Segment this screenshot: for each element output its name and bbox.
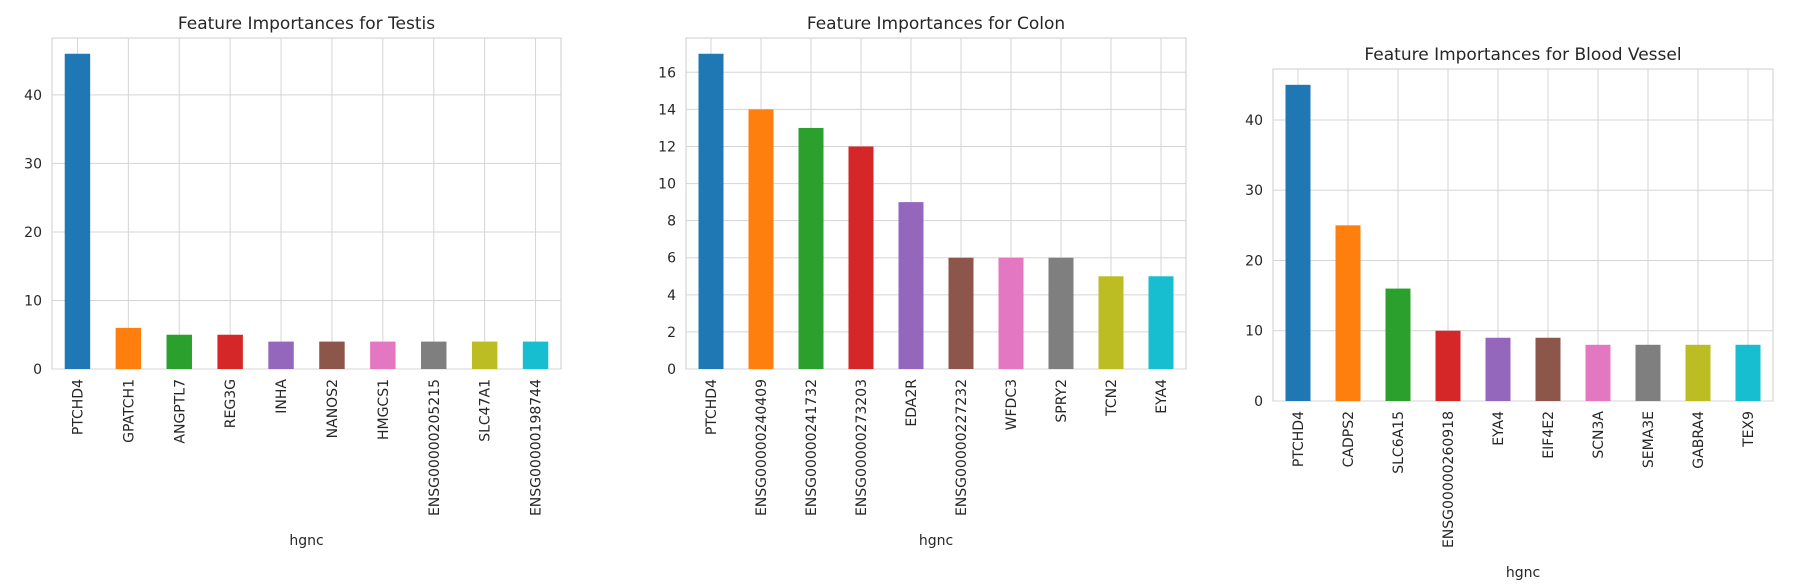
x-tick-label: ENSG00000260918	[1441, 411, 1457, 548]
y-tick-label: 8	[667, 214, 676, 230]
bar-reg3g	[217, 334, 243, 369]
bar-hmgcs1	[370, 341, 396, 369]
chart-blood-vessel: 0 10 20 30 40 PTCHD4 CADPS2 SLC6A15 ENSG00000260…	[1245, 45, 1774, 581]
y-tick-label: 40	[24, 88, 42, 104]
x-tick-label: PTCHD4	[704, 379, 720, 435]
bar-eya4	[1485, 337, 1511, 401]
chart-colon: 0 2 4 6 8 10 12 14 16 PTCHD4 ENSG00000240409 ENSG00…	[658, 14, 1187, 549]
y-tick-label: 2	[667, 325, 676, 341]
x-tick-label: PTCHD4	[1291, 411, 1307, 467]
x-tick-label: SPRY2	[1054, 379, 1070, 423]
bar-ensg00000227232	[948, 257, 974, 369]
bar-ensg00000241732	[798, 127, 824, 369]
x-tick-label: NANOS2	[325, 379, 341, 438]
bar-ensg00000198744	[522, 341, 549, 369]
bar-ensg00000260918	[1435, 330, 1461, 401]
y-tick-label: 20	[24, 225, 42, 241]
bar-ptchd4	[698, 53, 724, 370]
y-tick-label: 40	[1245, 113, 1263, 129]
x-tick-label: GABRA4	[1691, 411, 1707, 469]
x-tick-label: EIF4E2	[1541, 411, 1557, 459]
bar-nanos2	[319, 341, 345, 369]
x-tick-label: SCN3A	[1591, 411, 1607, 459]
x-tick-label: HMGCS1	[376, 379, 392, 440]
chart-title: Feature Importances for Colon	[807, 14, 1065, 34]
chart-testis: 0 10 20 30 40 PTCHD4 GPATCH1 ANGPTL7 REG3G INHA NA…	[24, 14, 562, 549]
x-tick-label: ENSG00000205215	[427, 379, 443, 516]
bar-ptchd4	[1285, 84, 1311, 402]
bar-eya4	[1148, 276, 1174, 369]
bar-slc6a15	[1385, 288, 1411, 401]
bar-cadps2	[1335, 225, 1361, 401]
y-tick-label: 0	[33, 362, 42, 378]
x-tick-label: ENSG00000198744	[529, 379, 545, 516]
x-tick-label: EYA4	[1491, 411, 1507, 446]
y-tick-label: 14	[658, 102, 676, 118]
x-tick-label: TCN2	[1104, 379, 1120, 417]
y-tick-label: 0	[667, 362, 676, 378]
y-tick-label: 10	[1245, 324, 1263, 340]
bar-wfdc3	[998, 257, 1024, 369]
y-tick-label: 6	[667, 251, 676, 267]
y-tick-label: 0	[1254, 394, 1263, 410]
bar-ptchd4	[64, 53, 91, 370]
y-tick-label: 12	[658, 139, 676, 155]
x-tick-label: GPATCH1	[121, 379, 137, 443]
chart-title: Feature Importances for Blood Vessel	[1364, 45, 1681, 65]
y-tick-label: 10	[658, 177, 676, 193]
x-tick-label: EYA4	[1154, 379, 1170, 414]
bar-ensg00000273203	[848, 146, 874, 369]
x-tick-label: ENSG00000273203	[854, 379, 870, 516]
x-tick-label: WFDC3	[1004, 379, 1020, 430]
x-tick-label: TEX9	[1741, 411, 1757, 448]
bar-slc47a1	[471, 341, 498, 369]
bar-sema3e	[1635, 344, 1661, 401]
y-tick-label: 30	[24, 156, 42, 172]
y-tick-label: 30	[1245, 183, 1263, 199]
x-tick-label: SLC47A1	[478, 379, 494, 442]
bar-ensg00000240409	[748, 109, 774, 370]
y-tick-label: 20	[1245, 253, 1263, 269]
x-tick-label: REG3G	[223, 379, 239, 428]
x-tick-label: ENSG00000241732	[804, 379, 820, 516]
x-tick-label: ANGPTL7	[172, 379, 188, 444]
bar-tex9	[1735, 344, 1761, 401]
x-tick-label: CADPS2	[1341, 411, 1357, 467]
bar-tcn2	[1098, 276, 1124, 369]
bar-eda2r	[898, 202, 924, 369]
bar-angptl7	[166, 334, 192, 369]
bar-scn3a	[1585, 344, 1611, 401]
y-tick-label: 10	[24, 293, 42, 309]
x-axis-label: hgnc	[289, 533, 323, 549]
x-tick-label: ENSG00000227232	[954, 379, 970, 516]
x-tick-label: PTCHD4	[70, 379, 86, 435]
x-tick-label: EDA2R	[904, 379, 920, 427]
x-tick-label: ENSG00000240409	[754, 379, 770, 516]
bar-spry2	[1048, 257, 1074, 369]
x-axis-label: hgnc	[1506, 565, 1540, 581]
y-tick-label: 4	[667, 288, 676, 304]
x-tick-label: SEMA3E	[1641, 411, 1657, 468]
bar-eif4e2	[1535, 337, 1561, 401]
y-tick-label: 16	[658, 65, 676, 81]
bar-gpatch1	[115, 327, 142, 369]
chart-title: Feature Importances for Testis	[178, 14, 435, 34]
bar-inha	[268, 341, 294, 369]
x-axis-label: hgnc	[919, 533, 953, 549]
bar-ensg00000205215	[421, 341, 447, 369]
x-tick-label: INHA	[274, 379, 290, 414]
bar-gabra4	[1685, 344, 1711, 401]
x-tick-label: SLC6A15	[1391, 411, 1407, 474]
